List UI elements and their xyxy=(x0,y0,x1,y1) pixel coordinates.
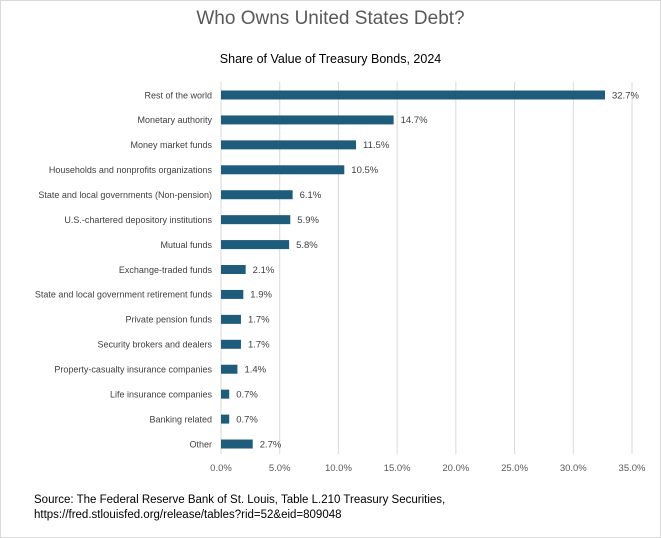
chart-subtitle: Share of Value of Treasury Bonds, 2024 xyxy=(219,52,442,66)
bar xyxy=(221,289,244,299)
category-label: Private pension funds xyxy=(125,315,212,325)
bar xyxy=(221,364,238,374)
value-label: 5.9% xyxy=(297,215,319,226)
bar xyxy=(221,115,394,125)
x-tick-label: 25.0% xyxy=(501,463,528,474)
bar xyxy=(221,314,241,324)
value-label: 1.7% xyxy=(248,340,270,351)
x-tick-label: 5.0% xyxy=(269,463,291,474)
source-line-1: Source: The Federal Reserve Bank of St. … xyxy=(34,494,446,506)
bar xyxy=(221,414,230,424)
value-label: 14.7% xyxy=(401,115,428,126)
bar xyxy=(221,339,241,349)
value-labels: 32.7% 14.7% 11.5% 10.5% 6.1% 5.9% 5.8% 2.1% 1.9%… xyxy=(236,90,639,450)
value-label: 6.1% xyxy=(300,190,322,201)
category-label: Exchange-traded funds xyxy=(119,265,213,275)
category-label: State and local government retirement fu… xyxy=(35,290,213,300)
x-tick-label: 20.0% xyxy=(442,463,469,474)
value-label: 10.5% xyxy=(351,165,378,176)
category-label: Banking related xyxy=(149,414,212,424)
category-label: Security brokers and dealers xyxy=(97,340,212,350)
value-label: 2.7% xyxy=(260,439,282,450)
value-label: 11.5% xyxy=(363,140,390,151)
x-tick-label: 35.0% xyxy=(619,463,646,474)
bar xyxy=(221,240,290,250)
category-label: Monetary authority xyxy=(137,115,212,125)
category-label: State and local governments (Non-pension… xyxy=(38,190,212,200)
category-label: U.S.-chartered depository institutions xyxy=(64,215,212,225)
bar xyxy=(221,389,230,399)
source-line-2: https://fred.stlouisfed.org/release/tabl… xyxy=(34,509,342,521)
gridlines xyxy=(220,82,633,454)
category-label: Life insurance companies xyxy=(110,389,213,399)
category-labels: Rest of the world Monetary authority Money… xyxy=(35,90,213,449)
bar xyxy=(221,265,246,275)
category-label: Money market funds xyxy=(130,140,212,150)
category-label: Rest of the world xyxy=(144,90,212,100)
category-label: Other xyxy=(189,439,212,449)
value-label: 32.7% xyxy=(612,90,639,101)
x-tick-label: 30.0% xyxy=(560,463,587,474)
value-label: 0.7% xyxy=(236,414,258,425)
x-axis-ticks: 0.0% 5.0% 10.0% 15.0% 20.0% 25.0% 30.0% 35.0% xyxy=(210,463,646,474)
bar xyxy=(221,140,357,150)
value-label: 1.9% xyxy=(250,290,272,301)
source-note: Source: The Federal Reserve Bank of St. … xyxy=(34,493,634,523)
category-label: Property-casualty insurance companies xyxy=(54,365,212,375)
bar xyxy=(221,190,293,200)
value-label: 0.7% xyxy=(236,389,258,400)
chart-title: Who Owns United States Debt? xyxy=(196,8,465,29)
category-label: Mutual funds xyxy=(160,240,212,250)
value-label: 1.4% xyxy=(244,365,266,376)
category-label: Households and nonprofits organizations xyxy=(49,165,213,175)
x-tick-label: 10.0% xyxy=(325,463,352,474)
value-label: 1.7% xyxy=(248,315,270,326)
value-label: 5.8% xyxy=(296,240,318,251)
bar xyxy=(221,215,291,225)
x-tick-label: 0.0% xyxy=(210,463,232,474)
value-label: 2.1% xyxy=(253,265,275,276)
bars xyxy=(221,90,605,449)
bar xyxy=(221,439,253,449)
bar xyxy=(221,90,605,100)
x-tick-label: 15.0% xyxy=(384,463,411,474)
bar xyxy=(221,165,345,175)
